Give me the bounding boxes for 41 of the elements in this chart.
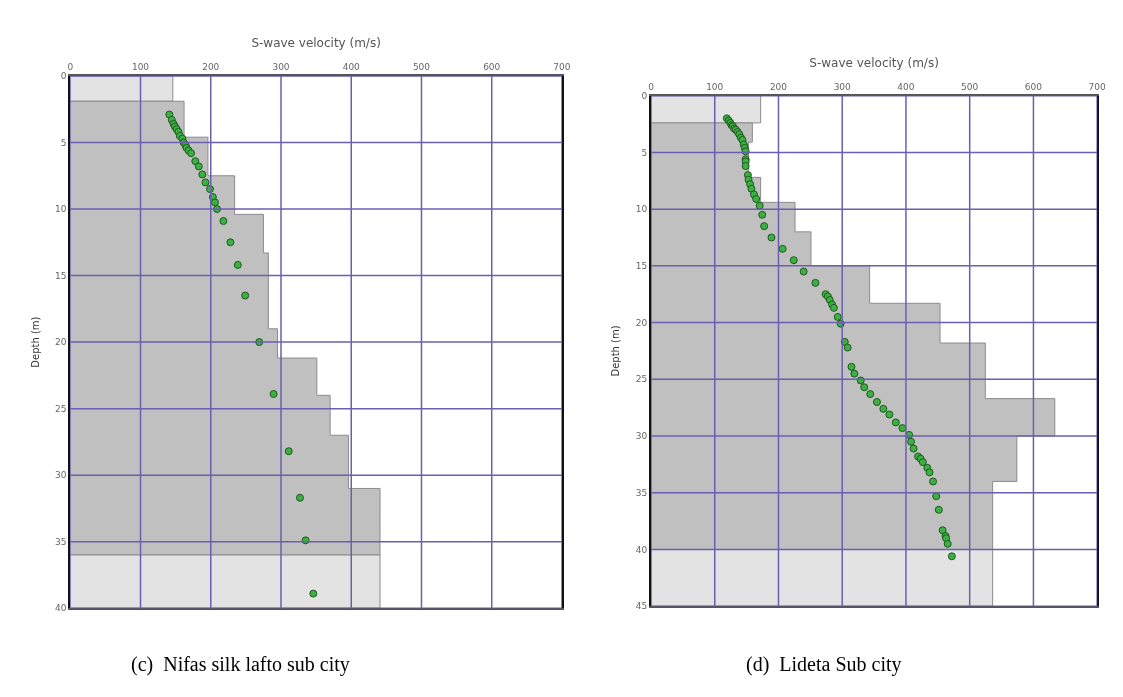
x-tick-label: 500 <box>961 82 979 93</box>
x-axis-title: S-wave velocity (m/s) <box>251 36 381 51</box>
y-tick-label: 20 <box>635 317 648 328</box>
x-tick-label: 600 <box>1024 82 1043 93</box>
y-tick-label: 35 <box>635 487 648 498</box>
y-tick-label: 20 <box>55 337 67 348</box>
x-tick-label: 500 <box>412 62 431 73</box>
y-axis-title: Depth (m) <box>29 316 41 368</box>
text: (d) Lideta Sub city <box>746 653 902 676</box>
x-tick-label: 300 <box>272 62 290 73</box>
y-tick-label: 15 <box>635 261 648 272</box>
y-tick-label: 40 <box>55 603 67 614</box>
y-tick-label: 40 <box>635 544 648 555</box>
x-axis-title: S-wave velocity (m/s) <box>809 55 939 70</box>
y-tick-label: 25 <box>635 374 648 385</box>
x-tick-label: 100 <box>706 82 724 93</box>
x-tick-label: 0 <box>648 82 655 93</box>
x-tick-label: 700 <box>1088 82 1107 93</box>
y-tick-label: 25 <box>55 403 67 414</box>
y-tick-label: 30 <box>635 431 648 442</box>
y-axis-title: Depth (m) <box>610 325 622 377</box>
x-tick-label: 100 <box>131 62 150 73</box>
y-tick-label: 15 <box>55 270 67 281</box>
x-tick-label: 600 <box>483 62 501 73</box>
y-tick-label: 5 <box>641 147 648 158</box>
y-tick-label: 30 <box>55 470 67 481</box>
x-tick-label: 400 <box>342 62 361 73</box>
x-tick-label: 200 <box>769 82 788 93</box>
y-tick-label: 5 <box>60 137 67 148</box>
x-tick-label: 0 <box>67 62 74 73</box>
text: (c) Nifas silk lafto sub city <box>131 653 350 676</box>
y-tick-label: 45 <box>635 601 648 612</box>
x-tick-label: 400 <box>897 82 915 93</box>
y-tick-label: 10 <box>635 204 648 215</box>
x-tick-label: 200 <box>202 62 220 73</box>
x-tick-label: 700 <box>553 62 571 73</box>
y-tick-label: 10 <box>55 204 67 215</box>
x-tick-label: 300 <box>833 82 852 93</box>
y-tick-label: 0 <box>641 90 648 101</box>
y-tick-label: 0 <box>60 71 67 82</box>
y-tick-label: 35 <box>55 536 67 547</box>
